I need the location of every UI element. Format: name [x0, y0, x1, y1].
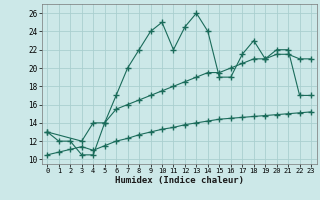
X-axis label: Humidex (Indice chaleur): Humidex (Indice chaleur) [115, 176, 244, 185]
